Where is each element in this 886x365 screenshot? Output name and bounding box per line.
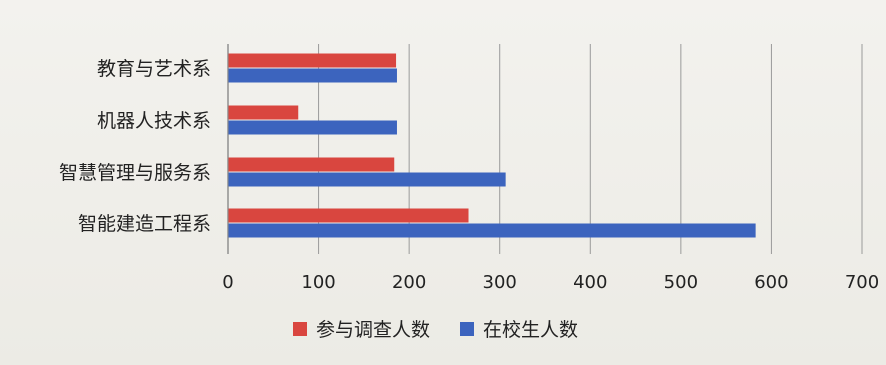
x-tick-label-500: 500 (664, 272, 698, 293)
bar-enrolled-1 (228, 120, 397, 135)
x-tick-label-300: 300 (483, 272, 517, 293)
x-tick-label-200: 200 (392, 272, 426, 293)
category-label-2: 智慧管理与服务系 (59, 162, 211, 184)
legend-swatch-surveyed (293, 322, 307, 336)
bar-surveyed-0 (228, 53, 397, 68)
category-label-3: 智能建造工程系 (78, 213, 211, 235)
legend-swatch-enrolled (460, 322, 474, 336)
legend: 参与调查人数 在校生人数 (293, 319, 578, 341)
bar-surveyed-3 (228, 208, 469, 223)
bars (228, 53, 756, 238)
bar-surveyed-2 (228, 157, 395, 172)
category-label-1: 机器人技术系 (97, 110, 211, 132)
x-tick-label-600: 600 (754, 272, 788, 293)
x-tick-label-700: 700 (845, 272, 879, 293)
bar-enrolled-2 (228, 172, 506, 187)
bar-surveyed-1 (228, 105, 299, 120)
category-label-0: 教育与艺术系 (97, 58, 211, 80)
x-tick-label-100: 100 (301, 272, 335, 293)
x-tick-labels: 0 100 200 300 400 500 600 700 (222, 272, 879, 293)
legend-label-enrolled: 在校生人数 (483, 319, 578, 341)
x-tick-label-400: 400 (573, 272, 607, 293)
bar-enrolled-3 (228, 223, 756, 238)
x-tick-label-0: 0 (222, 272, 233, 293)
legend-label-surveyed: 参与调查人数 (316, 319, 430, 341)
bar-enrolled-0 (228, 68, 397, 83)
